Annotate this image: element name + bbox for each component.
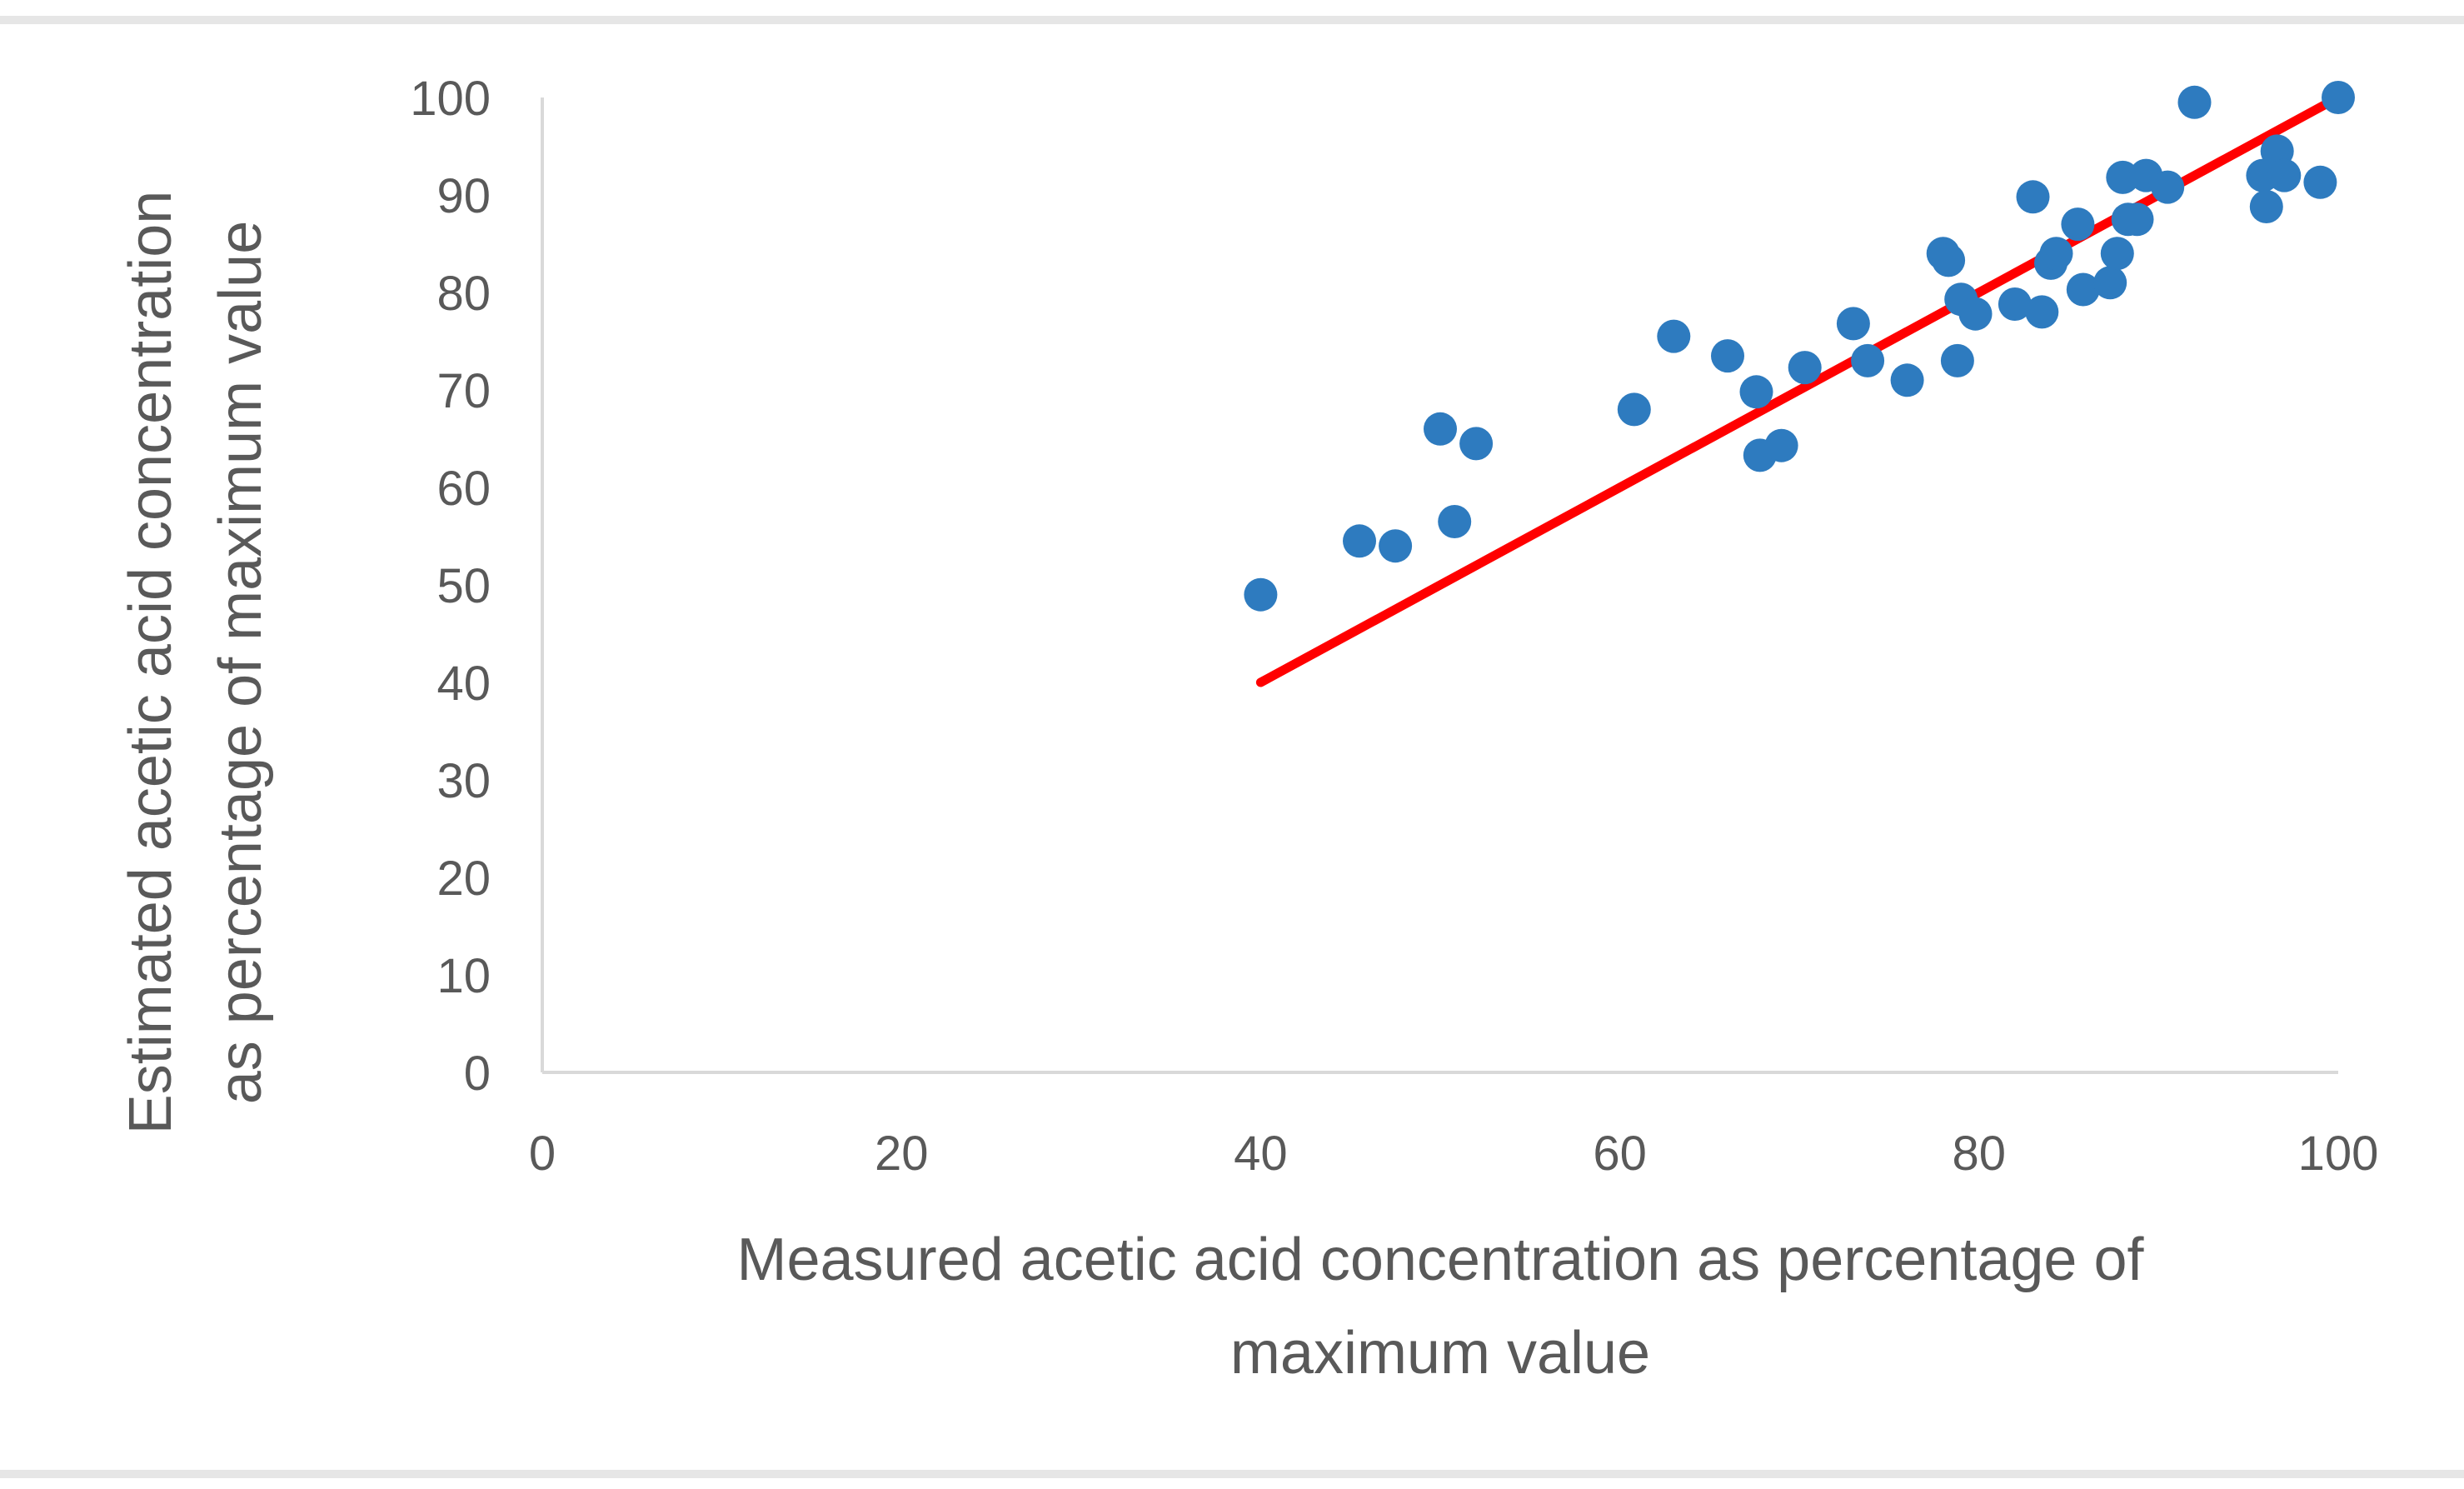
data-point [1711,339,1744,373]
data-point [2151,170,2185,204]
data-point [1343,524,1376,558]
data-point [2249,190,2283,223]
data-point [2322,81,2355,114]
y-tick-label: 80 [436,267,491,321]
y-tick-label: 50 [436,559,491,613]
data-point [1657,319,1691,353]
data-point [2025,295,2059,329]
data-point [1764,428,1798,462]
y-tick-label: 100 [410,72,491,126]
data-point [2120,202,2154,237]
data-point [2303,165,2337,199]
bottom-border [0,1470,2464,1478]
x-axis-title-line-1: Measured acetic acid concentration as pe… [736,1227,2144,1293]
y-tick-label: 70 [436,364,491,418]
data-point [2016,180,2050,214]
data-point [2039,237,2073,271]
y-tick-label: 30 [436,754,491,808]
y-axis-title-line-2: as percentage of maximum value [207,221,274,1105]
x-axis-title-line-2: maximum value [1230,1320,1650,1387]
data-point [1244,577,1278,612]
data-point [2061,207,2095,242]
data-point [1617,392,1651,427]
data-point [2066,272,2100,307]
data-point [1836,307,1870,341]
data-point [2100,237,2134,271]
data-point [1998,287,2032,321]
y-axis-title-line-1: Estimated acetic acid concentration [117,191,184,1135]
y-tick-label: 60 [436,462,491,516]
data-point [1788,351,1822,385]
x-tick-label: 40 [1234,1127,1288,1181]
x-tick-label: 100 [2298,1127,2379,1181]
y-tick-label: 20 [436,852,491,906]
data-point [2177,85,2212,119]
x-tick-label: 60 [1593,1127,1647,1181]
data-point [1940,343,1974,377]
data-point [1739,375,1773,409]
data-point [1851,343,1885,377]
data-point [1932,243,1966,277]
data-point [1424,412,1457,446]
top-border [0,16,2464,24]
data-point [1438,505,1472,538]
data-point [2093,266,2127,300]
y-tick-label: 0 [464,1047,491,1101]
data-point [2267,158,2302,192]
x-tick-label: 0 [529,1127,556,1181]
y-tick-label: 10 [436,949,491,1003]
data-point [1958,297,1993,331]
data-point [1890,363,1924,397]
x-tick-label: 80 [1953,1127,2007,1181]
data-point [1379,529,1413,563]
data-point [1459,427,1494,461]
y-tick-label: 90 [436,169,491,223]
x-tick-label: 20 [875,1127,929,1181]
y-tick-label: 40 [436,657,491,711]
